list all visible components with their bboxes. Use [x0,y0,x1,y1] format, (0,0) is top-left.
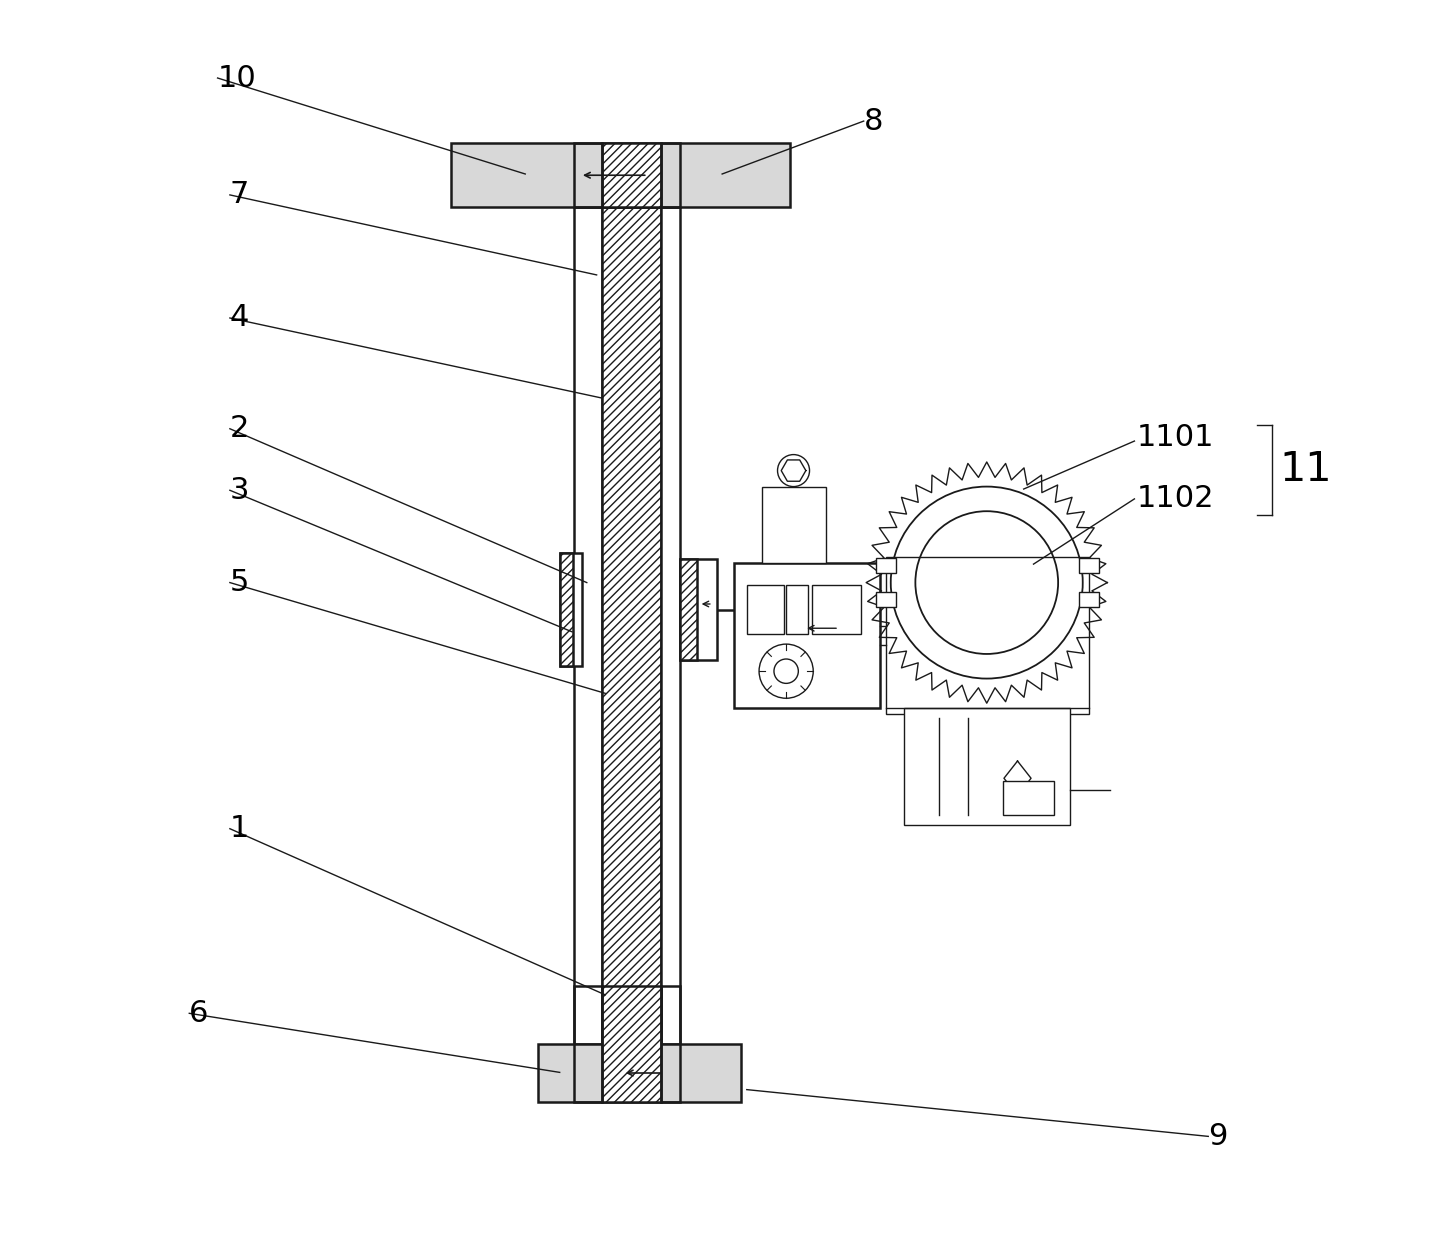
Bar [762,487,825,563]
Text: 10: 10 [218,63,256,93]
Bar [660,207,680,1044]
Bar [574,144,601,207]
Text: 1101: 1101 [1137,422,1214,452]
Bar [601,986,660,1101]
Bar [876,592,895,607]
Bar [660,986,680,1101]
Bar [680,559,697,660]
Text: 9: 9 [1209,1121,1227,1151]
Bar [574,207,601,1044]
Text: 4: 4 [231,304,249,332]
Bar [560,553,581,667]
Bar [574,986,601,1101]
Bar [1080,558,1098,572]
Bar [601,144,660,207]
Bar [812,585,861,634]
Text: 5: 5 [231,567,249,597]
Bar [746,585,783,634]
Text: 1: 1 [231,814,249,844]
Text: 8: 8 [863,107,884,135]
Bar [904,709,1071,825]
Text: 2: 2 [231,414,249,444]
Bar [886,556,1088,714]
Bar [451,144,790,207]
Text: 6: 6 [189,999,209,1028]
Text: 7: 7 [231,181,249,209]
Bar [876,558,895,572]
Text: 3: 3 [231,476,249,504]
Text: 11: 11 [1280,450,1332,489]
Bar [1080,592,1098,607]
Bar [560,553,573,667]
Bar [786,585,808,634]
Bar [680,559,717,660]
Bar [1002,781,1054,815]
Text: 1102: 1102 [1137,484,1214,513]
Bar [601,207,660,1044]
Bar [537,1044,740,1101]
Bar [735,563,879,709]
Bar [660,144,680,207]
